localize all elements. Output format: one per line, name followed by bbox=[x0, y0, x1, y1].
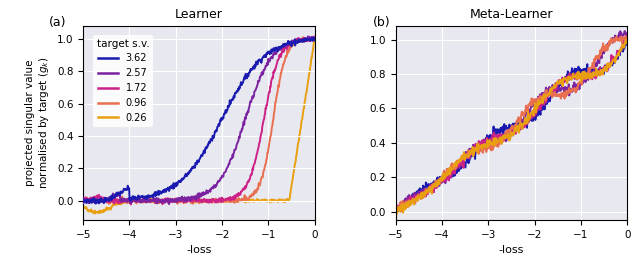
Text: (a): (a) bbox=[49, 16, 66, 29]
Title: Learner: Learner bbox=[175, 8, 223, 20]
Title: Meta-Learner: Meta-Learner bbox=[470, 8, 553, 20]
X-axis label: -loss: -loss bbox=[186, 246, 212, 255]
Text: (b): (b) bbox=[372, 16, 390, 29]
Legend: 3.62, 2.57, 1.72, 0.96, 0.26: 3.62, 2.57, 1.72, 0.96, 0.26 bbox=[93, 35, 153, 127]
Y-axis label: projected singular value
normalised by target ($g_k$): projected singular value normalised by t… bbox=[26, 57, 51, 189]
X-axis label: -loss: -loss bbox=[499, 246, 524, 255]
